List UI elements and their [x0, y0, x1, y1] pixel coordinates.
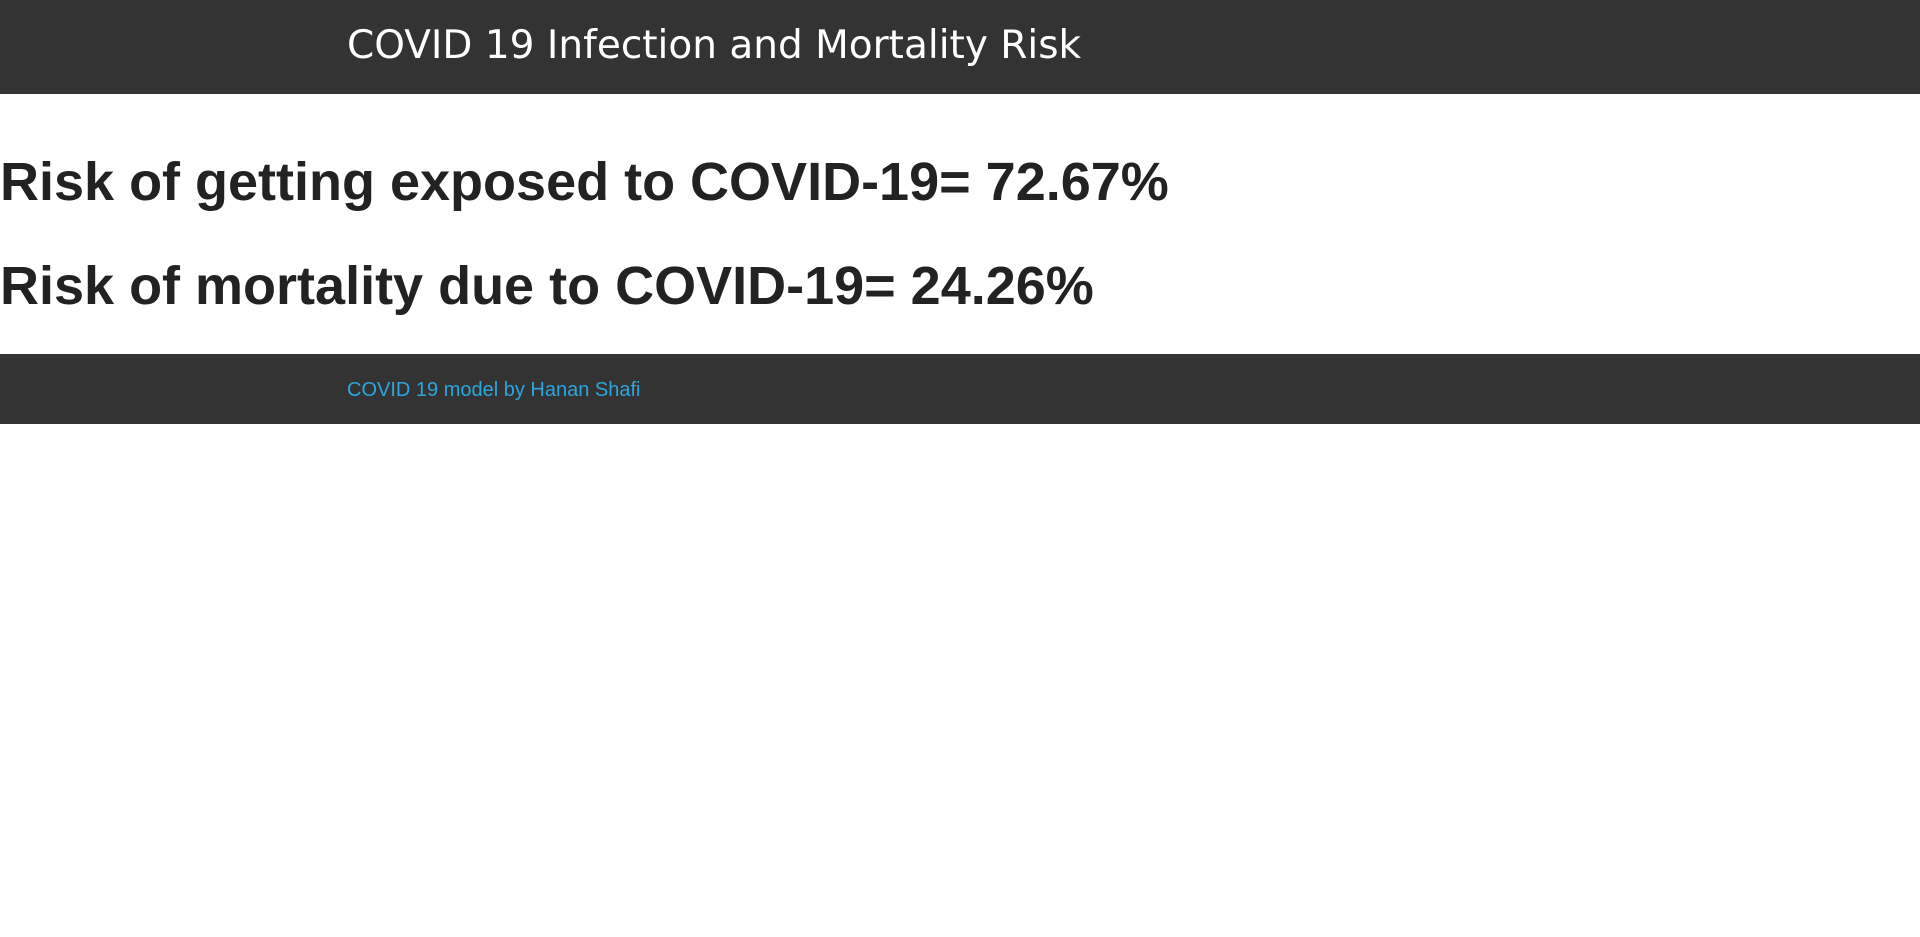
page-title: COVID 19 Infection and Mortality Risk	[347, 23, 1082, 68]
footer-bar: COVID 19 model by Hanan Shafi	[0, 354, 1920, 424]
mortality-risk-result: Risk of mortality due to COVID-19= 24.26…	[0, 256, 1094, 316]
header-bar: COVID 19 Infection and Mortality Risk	[0, 0, 1920, 94]
footer-credit-link[interactable]: COVID 19 model by Hanan Shafi	[347, 379, 641, 401]
exposure-risk-result: Risk of getting exposed to COVID-19= 72.…	[0, 152, 1169, 212]
